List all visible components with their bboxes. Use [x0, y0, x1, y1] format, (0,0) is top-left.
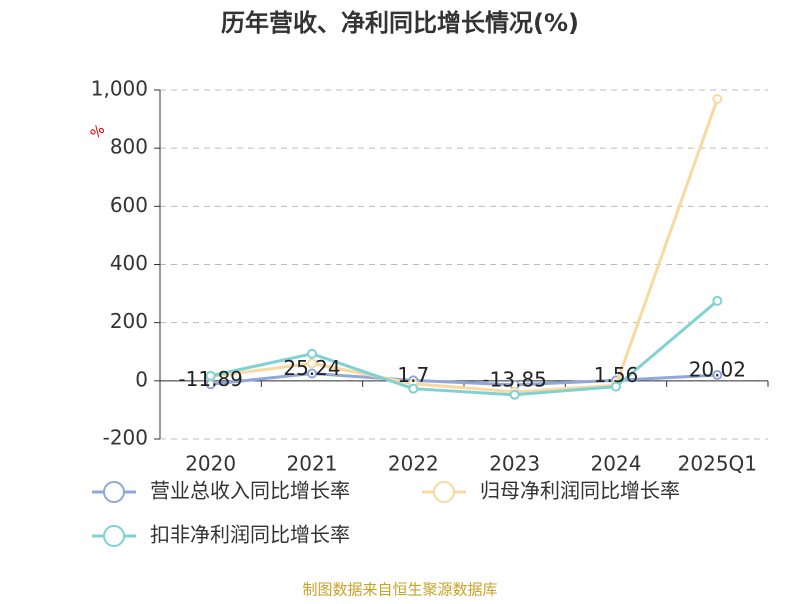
- data-point: [205, 370, 216, 381]
- x-tick-label: 2021: [287, 452, 338, 476]
- data-point: [408, 383, 419, 394]
- data-label: 1.56: [594, 363, 639, 387]
- data-label: 1.7: [397, 363, 429, 387]
- data-point: [307, 348, 317, 359]
- y-tick-label: 1,000: [91, 77, 148, 101]
- legend-label: 营业总收入同比增长率: [150, 479, 350, 503]
- data-point: [307, 358, 317, 369]
- data-label: 25.24: [283, 356, 340, 380]
- legend-label: 扣非净利润同比增长率: [150, 523, 350, 547]
- x-tick-label: 2025Q1: [678, 452, 757, 476]
- data-point: [712, 94, 723, 105]
- data-label: -11.89: [178, 367, 242, 391]
- data-point: [712, 370, 723, 381]
- data-point: [509, 389, 520, 400]
- x-tick-label: 2020: [185, 452, 236, 476]
- data-point: [712, 295, 723, 306]
- data-point: [611, 381, 621, 392]
- y-tick-label: -200: [103, 426, 148, 450]
- x-tick-label: 2022: [388, 452, 439, 476]
- y-tick-label: 800: [110, 135, 148, 159]
- y-unit: %: [88, 122, 109, 143]
- legend-marker: [103, 525, 125, 547]
- legend-marker: [433, 481, 455, 503]
- x-tick-label: 2023: [489, 452, 540, 476]
- data-label: 20.02: [689, 358, 746, 382]
- source-note: 制图数据来自恒生聚源数据库: [302, 581, 497, 599]
- y-tick-label: 0: [135, 367, 148, 391]
- series-line: [210, 371, 718, 387]
- x-tick-label: 2024: [591, 452, 642, 476]
- y-tick-label: 200: [110, 309, 148, 333]
- data-label: -13.85: [482, 367, 546, 391]
- series-line: [210, 299, 719, 397]
- legend-label: 归母净利润同比增长率: [480, 479, 680, 503]
- chart-title: 历年营收、净利同比增长情况(%): [221, 9, 579, 37]
- data-point: [307, 368, 317, 379]
- legend-marker: [103, 481, 125, 503]
- series-line: [210, 98, 719, 394]
- y-tick-label: 400: [110, 251, 148, 275]
- y-tick-label: 600: [110, 193, 148, 217]
